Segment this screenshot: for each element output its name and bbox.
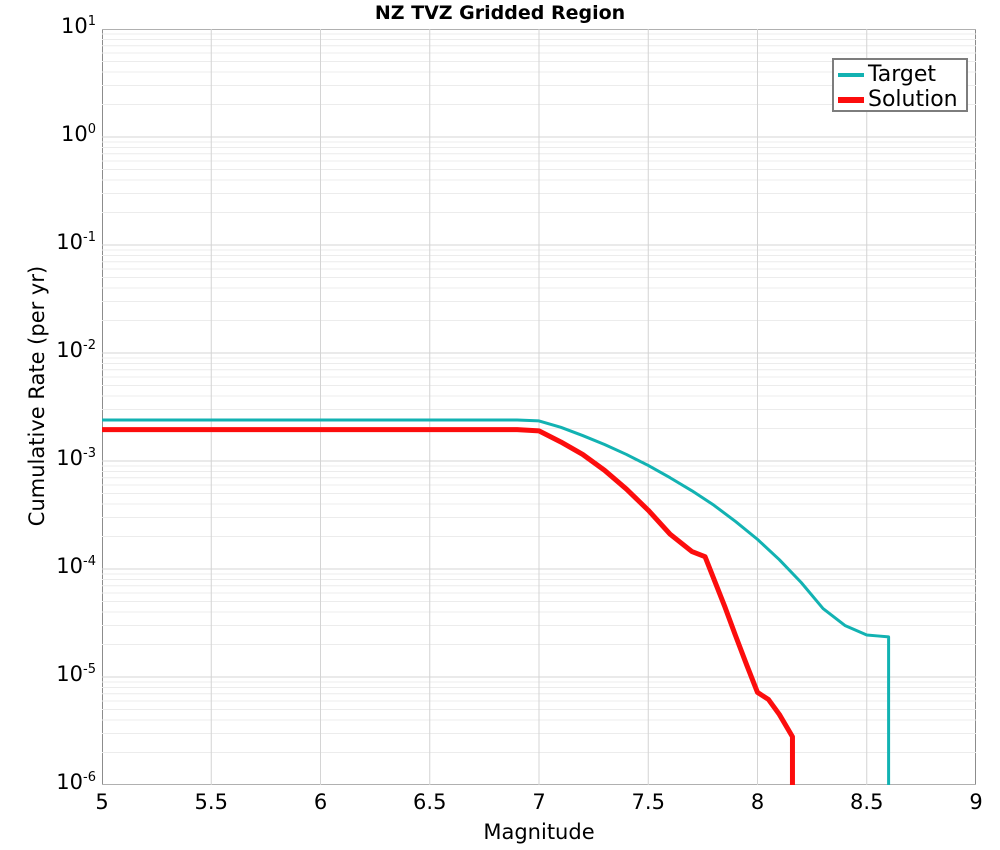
legend-item-target: Target [838,62,962,87]
y-tick-label: 101 [60,14,96,38]
legend-item-solution: Solution [838,87,962,112]
grid-lines [102,29,976,785]
chart-legend: Target Solution [832,58,968,112]
y-axis-tick-labels: 101 100 10-1 10-2 10-3 10-4 10-5 10-6 [0,0,96,850]
legend-label-target: Target [868,61,937,87]
x-tick-label: 6 [313,790,328,814]
x-tick-label: 9 [969,790,983,814]
x-tick-label: 5.5 [194,790,228,814]
y-tick-label: 10-2 [56,338,96,362]
x-tick-label: 7.5 [631,790,665,814]
series-line-solution [102,427,795,785]
y-tick-label: 10-1 [56,230,96,254]
data-series-layer [102,418,891,785]
y-tick-label: 10-3 [56,446,96,470]
legend-label-solution: Solution [868,86,958,112]
y-axis-label: Cumulative Rate (per yr) [25,265,49,527]
x-axis-label: Magnitude [483,820,595,844]
y-tick-label: 10-6 [56,770,96,794]
chart-title: NZ TVZ Gridded Region [374,2,626,24]
x-tick-label: 5 [95,790,109,814]
legend-swatch-solution [838,96,864,103]
x-tick-label: 7 [532,790,546,814]
series-line-target [102,418,891,785]
y-tick-label: 100 [60,122,96,146]
x-tick-label: 8 [750,790,765,814]
legend-swatch-target [838,72,864,77]
x-tick-label: 8.5 [850,790,884,814]
y-tick-label: 10-5 [56,662,96,686]
x-tick-label: 6.5 [413,790,447,814]
plot-area [102,29,976,785]
y-tick-label: 10-4 [56,554,96,578]
